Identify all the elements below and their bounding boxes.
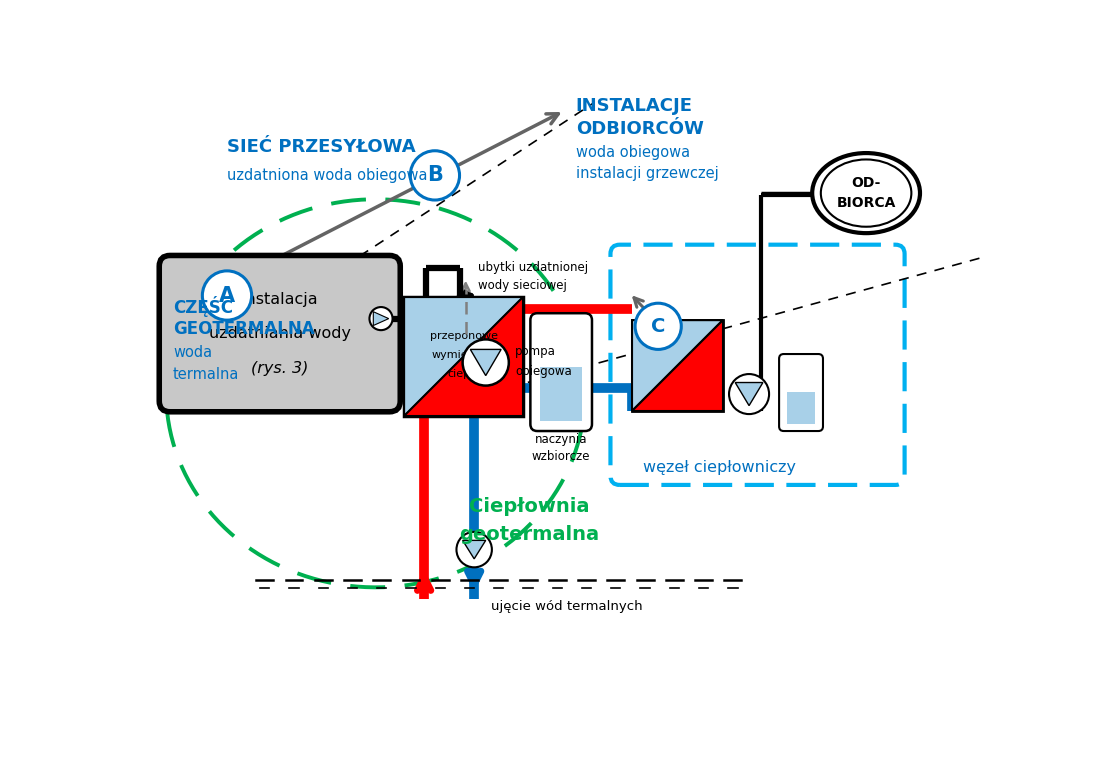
- Circle shape: [463, 339, 509, 386]
- Text: C: C: [651, 317, 666, 336]
- Polygon shape: [404, 297, 523, 416]
- Text: GEOTERMALNA: GEOTERMALNA: [173, 320, 315, 339]
- Text: woda obiegowa: woda obiegowa: [576, 145, 690, 160]
- Text: Ciepłownia: Ciepłownia: [469, 497, 590, 516]
- FancyBboxPatch shape: [530, 313, 592, 431]
- Text: A: A: [219, 285, 235, 305]
- Text: uzdatniona woda obiegowa: uzdatniona woda obiegowa: [227, 168, 427, 183]
- Bar: [540, 367, 582, 421]
- Text: naczynia: naczynia: [535, 433, 587, 446]
- Text: instalacji grzewczej: instalacji grzewczej: [576, 167, 719, 181]
- Text: geotermalna: geotermalna: [459, 525, 599, 544]
- Circle shape: [635, 303, 681, 350]
- Ellipse shape: [813, 153, 920, 233]
- Polygon shape: [404, 297, 523, 416]
- Text: ODBIORCÓW: ODBIORCÓW: [576, 120, 703, 138]
- Text: CZĘŚĆ: CZĘŚĆ: [173, 296, 233, 317]
- Circle shape: [456, 532, 492, 567]
- Text: termalna: termalna: [173, 367, 240, 381]
- Bar: [631, 320, 723, 411]
- Circle shape: [370, 307, 393, 330]
- FancyBboxPatch shape: [779, 354, 822, 431]
- Text: woda: woda: [173, 345, 212, 360]
- Circle shape: [729, 374, 769, 414]
- Text: (rys. 3): (rys. 3): [251, 361, 308, 376]
- Polygon shape: [735, 383, 763, 405]
- Text: ciepła: ciepła: [447, 370, 480, 380]
- Text: ubytki uzdatnionej: ubytki uzdatnionej: [478, 261, 588, 274]
- Text: węzeł ciepłowniczy: węzeł ciepłowniczy: [644, 460, 796, 476]
- Bar: [404, 297, 523, 416]
- Polygon shape: [631, 320, 723, 411]
- Text: wzbiorcze: wzbiorcze: [532, 450, 591, 463]
- Text: obiegowa: obiegowa: [514, 365, 572, 378]
- Ellipse shape: [821, 160, 912, 227]
- Polygon shape: [373, 312, 389, 326]
- Circle shape: [411, 151, 459, 200]
- Text: INSTALACJE: INSTALACJE: [576, 97, 693, 115]
- Polygon shape: [631, 320, 723, 411]
- Text: SIEĆ PRZESYŁOWA: SIEĆ PRZESYŁOWA: [227, 138, 415, 156]
- Text: instalacja: instalacja: [242, 292, 318, 308]
- Bar: [787, 391, 815, 424]
- Circle shape: [202, 271, 252, 320]
- Text: wody sieciowej: wody sieciowej: [478, 279, 566, 292]
- Text: przeponowe: przeponowe: [429, 331, 498, 341]
- Text: BIORCA: BIORCA: [837, 196, 895, 210]
- Polygon shape: [470, 350, 501, 376]
- FancyBboxPatch shape: [159, 256, 401, 412]
- Polygon shape: [463, 540, 486, 559]
- Text: uzdatniania wody: uzdatniania wody: [209, 326, 351, 341]
- Text: B: B: [427, 165, 443, 185]
- Text: OD-: OD-: [851, 176, 881, 190]
- Text: pompa: pompa: [514, 345, 555, 358]
- Text: wymienniki: wymienniki: [432, 350, 496, 360]
- Text: ujęcie wód termalnych: ujęcie wód termalnych: [491, 600, 643, 613]
